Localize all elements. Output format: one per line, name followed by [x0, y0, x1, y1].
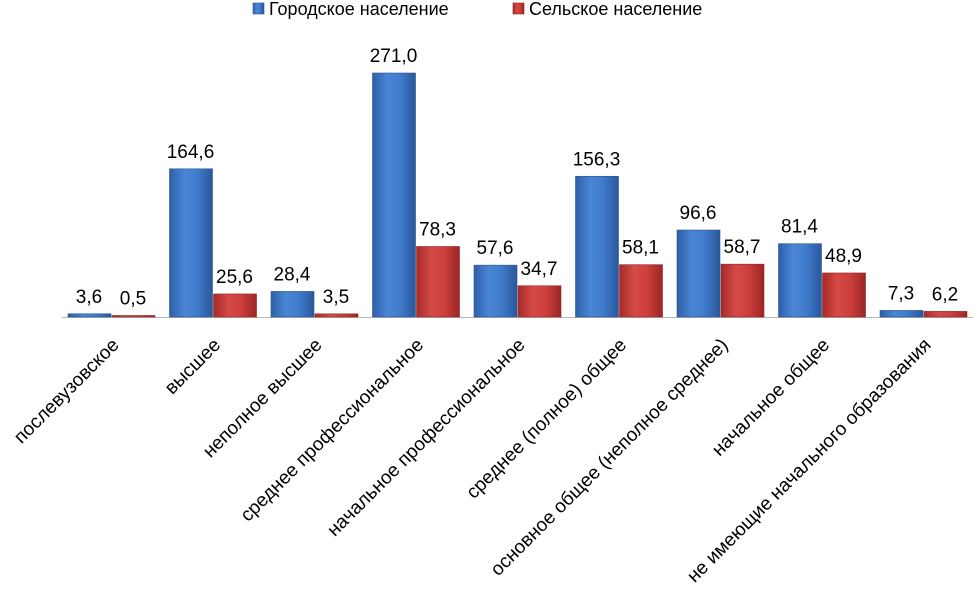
- urban-bar-4: [473, 264, 518, 318]
- value-labels-group: 3,6 0,5 164,6 25,6 28,4 3,5 271,0 78,3 57,6 34,7 1…: [76, 46, 958, 310]
- urban-value-label-2: 28,4: [274, 264, 311, 285]
- rural-bar-7: [822, 272, 866, 318]
- category-label-6: основное общее (неполное среднее): [487, 335, 733, 581]
- urban-bar-7: [778, 243, 822, 318]
- category-label-1: высшее: [161, 335, 225, 399]
- category-label-4: начальное профессиональное: [323, 335, 529, 541]
- chart-legend: Городское население Сельское население: [252, 0, 702, 19]
- legend-label-urban: Городское население: [269, 0, 449, 19]
- rural-bar-8: [923, 311, 968, 318]
- urban-value-label-6: 96,6: [680, 203, 717, 224]
- urban-value-label-0: 3,6: [76, 287, 102, 308]
- rural-bar-6: [720, 263, 765, 318]
- rural-value-label-8: 6,2: [932, 284, 958, 305]
- urban-bar-8: [879, 310, 924, 318]
- rural-value-label-6: 58,7: [724, 237, 761, 258]
- urban-bar-1: [169, 168, 213, 318]
- urban-value-label-7: 81,4: [781, 217, 818, 238]
- urban-value-label-4: 57,6: [477, 238, 514, 259]
- rural-value-label-2: 3,5: [323, 287, 349, 308]
- rural-bar-3: [416, 246, 460, 318]
- urban-bar-3: [372, 72, 416, 318]
- rural-bar-4: [517, 285, 562, 318]
- rural-value-label-0: 0,5: [120, 289, 146, 310]
- rural-value-label-5: 58,1: [622, 238, 659, 259]
- urban-value-label-8: 7,3: [888, 283, 914, 304]
- urban-bar-0: [67, 313, 112, 318]
- rural-value-label-4: 34,7: [521, 259, 558, 280]
- legend-label-rural: Сельское население: [529, 0, 702, 19]
- urban-bar-2: [270, 291, 315, 318]
- rural-bar-0: [111, 315, 156, 318]
- urban-value-label-5: 156,3: [573, 149, 621, 170]
- category-label-5: среднее (полное) общее: [463, 335, 632, 504]
- rural-bar-2: [314, 313, 359, 318]
- bars-group: [67, 72, 968, 318]
- legend-swatch-urban: [252, 2, 265, 15]
- rural-bar-1: [213, 293, 257, 318]
- rural-value-label-1: 25,6: [216, 267, 253, 288]
- category-label-3: среднее профессиональное: [237, 335, 428, 526]
- rural-bar-5: [619, 264, 663, 318]
- urban-bar-6: [676, 229, 721, 318]
- rural-value-label-3: 78,3: [419, 220, 456, 241]
- rural-value-label-7: 48,9: [825, 246, 862, 267]
- legend-swatch-rural: [512, 2, 525, 15]
- urban-value-label-1: 164,6: [167, 142, 215, 163]
- category-label-0: послевузовское: [10, 335, 123, 448]
- urban-value-label-3: 271,0: [370, 46, 418, 67]
- urban-bar-5: [575, 175, 619, 318]
